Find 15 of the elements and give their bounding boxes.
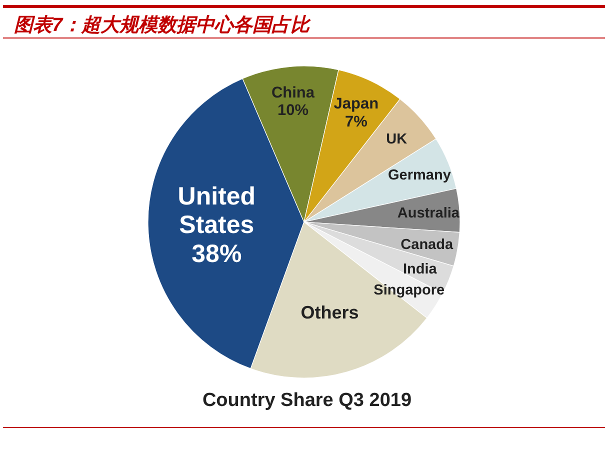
text: Country Share Q3 2019	[202, 390, 412, 411]
data-label: 38%	[192, 240, 242, 268]
slice-label: Others	[300, 302, 359, 322]
slice-label: United States	[178, 182, 256, 240]
slice-label: Germany	[388, 168, 451, 184]
slice-label: Canada	[400, 236, 454, 253]
slice-label: India	[402, 261, 438, 278]
data-label: 10%	[277, 102, 309, 120]
slice-label: Singapore	[374, 282, 445, 298]
slice-label: UK	[386, 131, 408, 148]
slice-label: Australia	[397, 206, 460, 222]
slice-label: Japan	[334, 96, 379, 113]
slice-label: China	[271, 84, 315, 102]
chart-title: 图表7：超大规模数据中心各国占比	[14, 14, 312, 36]
data-label: 7%	[344, 113, 368, 130]
